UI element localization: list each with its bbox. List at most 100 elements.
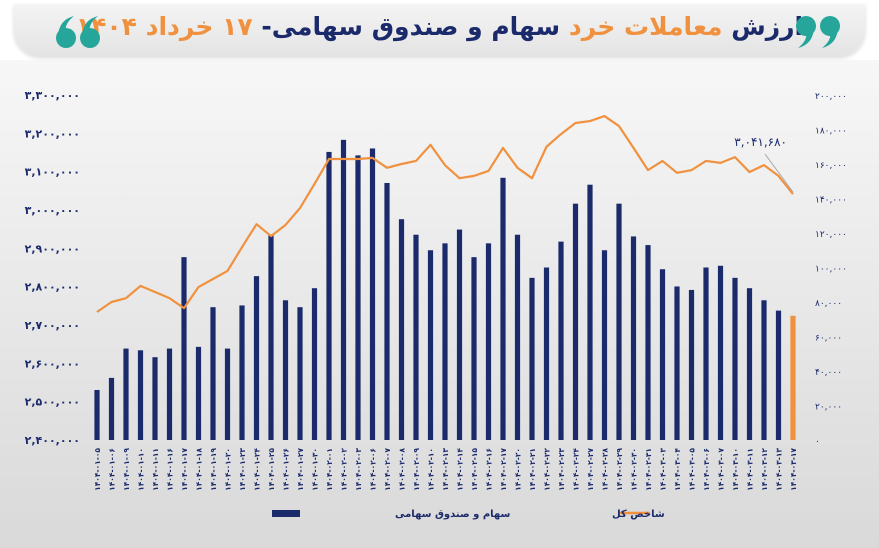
bar: [572, 203, 579, 440]
x-tick-label: ۱۴۰۴-۰۲-۱۶: [485, 448, 494, 491]
bar: [152, 357, 158, 440]
x-tick-label: ۱۴۰۴-۰۱-۲۴: [253, 448, 262, 491]
bar: [340, 139, 347, 440]
bar: [746, 288, 753, 440]
x-tick-label: ۱۴۰۴-۰۳-۰۵: [688, 448, 697, 491]
quote-icon: [796, 16, 840, 48]
x-tick-label: ۱۴۰۴-۰۱-۳۰: [311, 448, 320, 491]
bar: [137, 350, 144, 440]
bar: [601, 250, 608, 440]
x-tick-label: ۱۴۰۴-۰۳-۱۳: [775, 448, 784, 491]
x-tick-label: ۱۴۰۴-۰۳-۱۱: [746, 448, 755, 491]
bar: [311, 288, 318, 440]
x-tick-label: ۱۴۰۴-۰۲-۰۸: [398, 448, 407, 491]
bar: [485, 243, 492, 440]
bar: [253, 276, 260, 440]
y2-tick-label: ۰: [815, 437, 820, 447]
bar: [123, 348, 129, 440]
bar: [659, 269, 666, 440]
data-label: ۳,۰۴۱,۶۸۰: [734, 135, 787, 149]
y2-tick-label: ۱۶۰,۰۰۰: [815, 161, 847, 171]
x-tick-label: ۱۴۰۴-۰۳-۰۶: [702, 448, 711, 491]
y2-tick-label: ۱۴۰,۰۰۰: [815, 196, 847, 206]
y-tick-label: ۳,۰۰۰,۰۰۰: [25, 204, 80, 217]
x-tick-label: ۱۴۰۴-۰۲-۱۴: [456, 448, 465, 491]
x-tick-label: ۱۴۰۴-۰۲-۱۳: [441, 448, 450, 491]
bar: [630, 236, 637, 440]
x-tick-label: ۱۴۰۴-۰۱-۲۵: [267, 448, 276, 491]
legend-swatch: [272, 510, 300, 517]
x-tick-label: ۱۴۰۴-۰۱-۲۶: [282, 448, 291, 491]
bar: [645, 245, 651, 440]
bar: [543, 267, 550, 440]
bar: [732, 277, 738, 440]
bar: [775, 310, 782, 440]
bar: [181, 257, 187, 440]
x-tick-label: ۱۴۰۴-۰۱-۲۰: [224, 448, 233, 491]
y-tick-label: ۳,۳۰۰,۰۰۰: [25, 89, 80, 102]
x-tick-label: ۱۴۰۴-۰۱-۰۶: [108, 448, 117, 491]
x-tick-label: ۱۴۰۴-۰۲-۳۱: [644, 448, 653, 491]
x-tick-label: ۱۴۰۴-۰۳-۰۳: [659, 448, 668, 491]
bar: [587, 184, 593, 440]
bar: [210, 307, 216, 440]
x-tick-label: ۱۴۰۴-۰۲-۱۵: [470, 448, 479, 491]
bar: [616, 203, 622, 440]
plot: ۲,۴۰۰,۰۰۰ ۲,۵۰۰,۰۰۰ ۲,۶۰۰,۰۰۰ ۲,۷۰۰,۰۰۰ ۲,۸۰…: [25, 89, 847, 520]
title-part: معاملات خرد: [568, 12, 723, 41]
bar: [703, 267, 709, 440]
x-tick-label: ۱۴۰۴-۰۲-۲۱: [528, 448, 537, 491]
line: [96, 114, 794, 313]
x-tick-label: ۱۴۰۴-۰۲-۲۲: [543, 448, 552, 491]
x-tick-label: ۱۴۰۴-۰۲-۰۹: [412, 448, 421, 491]
x-tick-label: ۱۴۰۴-۰۱-۱۷: [180, 448, 189, 491]
bar: [355, 155, 361, 440]
x-tick-label: ۱۴۰۴-۰۱-۲۳: [238, 448, 247, 491]
x-tick-label: ۱۴۰۴-۰۲-۱۷: [499, 448, 508, 491]
x-tick-label: ۱۴۰۴-۰۳-۱۲: [760, 448, 769, 491]
bar: [166, 348, 173, 440]
x-tick-label: ۱۴۰۴-۰۱-۰۵: [93, 448, 102, 491]
bar: [529, 277, 535, 440]
y-tick-label: ۲,۵۰۰,۰۰۰: [25, 396, 80, 409]
bar: [195, 346, 202, 440]
x-tick-label: ۱۴۰۴-۰۲-۲۷: [586, 448, 595, 491]
x-tick-label: ۱۴۰۴-۰۲-۲۰: [514, 448, 523, 491]
bar: [558, 241, 564, 440]
x-tick-label: ۱۴۰۴-۰۲-۱۰: [427, 448, 436, 491]
bar: [514, 234, 521, 440]
bar: [326, 151, 332, 441]
bar: [239, 305, 245, 440]
y2-tick-label: ۲۰,۰۰۰: [815, 403, 842, 413]
title-part: سهام و صندوق سهامی-: [261, 12, 561, 41]
x-tick-label: ۱۴۰۴-۰۳-۰۷: [717, 448, 726, 491]
x-tick-label: ۱۴۰۴-۰۲-۰۱: [325, 448, 334, 491]
bar: [761, 300, 767, 440]
bar: [398, 219, 405, 440]
bar: [500, 177, 506, 441]
y2-tick-label: ۱۲۰,۰۰۰: [815, 230, 847, 240]
bar: [282, 300, 289, 440]
y-tick-label: ۳,۱۰۰,۰۰۰: [25, 166, 80, 179]
x-tick-label: ۱۴۰۴-۰۱-۱۶: [166, 448, 175, 491]
quote-icon: [56, 16, 100, 48]
x-tick-label: ۱۴۰۴-۰۱-۲۷: [296, 448, 305, 491]
x-tick-label: ۱۴۰۴-۰۳-۱۰: [731, 448, 740, 491]
y2-tick-label: ۶۰,۰۰۰: [815, 334, 842, 344]
x-tick-label: ۱۴۰۴-۰۲-۲۹: [615, 448, 624, 491]
bar: [456, 229, 463, 440]
y-tick-label: ۲,۸۰۰,۰۰۰: [25, 281, 80, 294]
bar: [297, 307, 303, 440]
bar: [688, 289, 695, 440]
y2-tick-label: ۲۰۰,۰۰۰: [815, 92, 847, 102]
bar: [268, 234, 274, 440]
header: ارزش معاملات خرد سهام و صندوق سهامی- ۱۷ …: [14, 4, 865, 56]
bar: [427, 250, 434, 440]
y-tick-label: ۳,۲۰۰,۰۰۰: [25, 127, 80, 140]
bar: [108, 377, 115, 440]
x-tick-label: ۱۴۰۴-۰۲-۰۷: [383, 448, 392, 491]
annotation-leader: [764, 153, 794, 193]
y-tick-label: ۲,۹۰۰,۰۰۰: [25, 242, 80, 255]
title-part: ارزش: [731, 12, 804, 41]
y2-tick-label: ۱۸۰,۰۰۰: [815, 127, 847, 137]
